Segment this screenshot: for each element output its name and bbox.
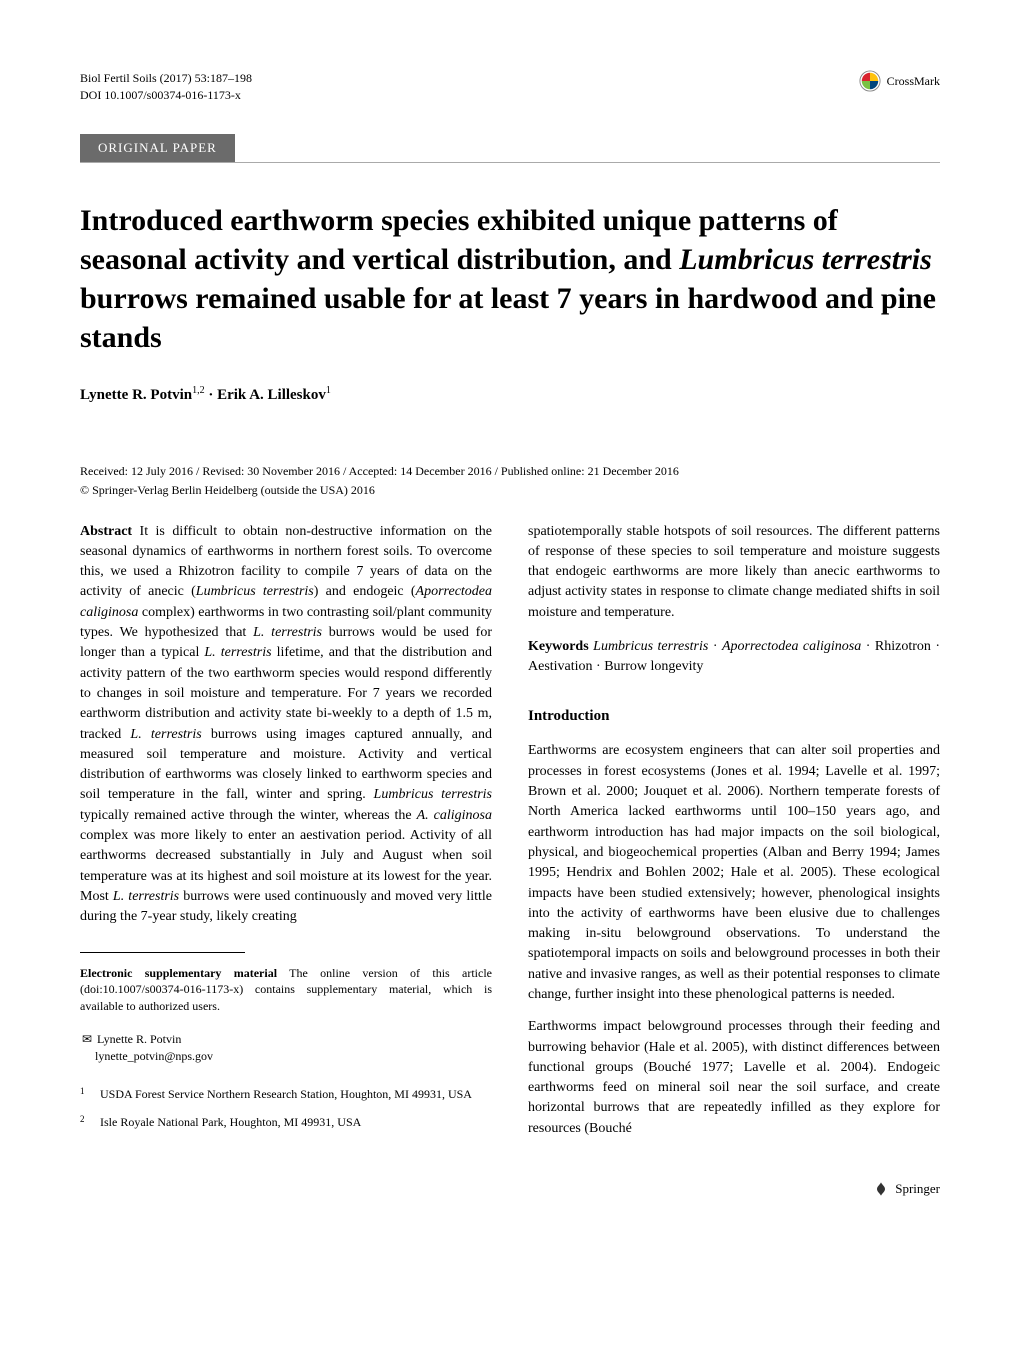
title-part3: burrows remained usable for at least 7 y… bbox=[80, 282, 936, 354]
supplementary-note: Electronic supplementary material The on… bbox=[80, 965, 492, 1015]
paper-type-row: ORIGINAL PAPER bbox=[80, 134, 940, 163]
affil-2-num: 2 bbox=[80, 1113, 90, 1131]
abstract-paragraph: Abstract It is difficult to obtain non-d… bbox=[80, 522, 492, 928]
author-1-affil: 1,2 bbox=[192, 385, 205, 396]
copyright-line: © Springer-Verlag Berlin Heidelberg (out… bbox=[80, 483, 940, 498]
doi-line: DOI 10.1007/s00374-016-1173-x bbox=[80, 87, 252, 104]
journal-citation: Biol Fertil Soils (2017) 53:187–198 bbox=[80, 70, 252, 87]
author-2: Erik A. Lilleskov bbox=[217, 387, 326, 403]
corr-email[interactable]: lynette_potvin@nps.gov bbox=[95, 1049, 213, 1063]
paper-title: Introduced earthworm species exhibited u… bbox=[80, 201, 940, 357]
right-column: spatiotemporally stable hotspots of soil… bbox=[528, 522, 940, 1141]
introduction-p2: Earthworms impact belowground processes … bbox=[528, 1017, 940, 1139]
authors-line: Lynette R. Potvin1,2 · Erik A. Lilleskov… bbox=[80, 385, 940, 404]
affil-1-text: USDA Forest Service Northern Research St… bbox=[100, 1085, 472, 1103]
corr-name: Lynette R. Potvin bbox=[97, 1032, 181, 1046]
keywords-block: Keywords Lumbricus terrestris · Aporrect… bbox=[528, 637, 940, 678]
supp-label: Electronic supplementary material bbox=[80, 966, 277, 980]
author-sep: · bbox=[205, 387, 218, 403]
kw-sep2: · bbox=[861, 639, 875, 654]
abstract-i1: Lumbricus terrestris bbox=[196, 584, 314, 599]
crossmark-label: CrossMark bbox=[887, 74, 940, 89]
abstract-i6: Lumbricus terrestris bbox=[374, 787, 492, 802]
footnote-divider bbox=[80, 952, 245, 953]
abstract-i3: L. terrestris bbox=[253, 625, 322, 640]
introduction-p1: Earthworms are ecosystem engineers that … bbox=[528, 741, 940, 1005]
kw-2: Aporrectodea caliginosa bbox=[722, 639, 861, 654]
abstract-i4: L. terrestris bbox=[204, 645, 271, 660]
left-column-footer: Electronic supplementary material The on… bbox=[80, 952, 492, 1131]
left-column: Abstract It is difficult to obtain non-d… bbox=[80, 522, 492, 1141]
abstract-continuation: spatiotemporally stable hotspots of soil… bbox=[528, 522, 940, 623]
corresponding-author: ✉ Lynette R. Potvin lynette_potvin@nps.g… bbox=[80, 1031, 492, 1065]
kw-sep1: · bbox=[708, 639, 722, 654]
author-1: Lynette R. Potvin bbox=[80, 387, 192, 403]
author-2-affil: 1 bbox=[326, 385, 331, 396]
paper-type-badge: ORIGINAL PAPER bbox=[80, 134, 235, 162]
affil-2-text: Isle Royale National Park, Houghton, MI … bbox=[100, 1113, 361, 1131]
envelope-icon: ✉ bbox=[80, 1031, 94, 1048]
affiliation-2: 2 Isle Royale National Park, Houghton, M… bbox=[80, 1113, 492, 1131]
abstract-i5: L. terrestris bbox=[130, 727, 201, 742]
keywords-label: Keywords bbox=[528, 639, 589, 654]
abstract-i8: L. terrestris bbox=[113, 889, 179, 904]
abstract-t7: typically remained active through the wi… bbox=[80, 808, 417, 823]
abstract-i7: A. caliginosa bbox=[417, 808, 492, 823]
affiliation-1: 1 USDA Forest Service Northern Research … bbox=[80, 1085, 492, 1103]
crossmark-badge[interactable]: CrossMark bbox=[859, 70, 940, 92]
article-dates: Received: 12 July 2016 / Revised: 30 Nov… bbox=[80, 464, 940, 479]
crossmark-icon bbox=[859, 70, 881, 92]
page-footer: Springer bbox=[80, 1181, 940, 1197]
introduction-heading: Introduction bbox=[528, 706, 940, 728]
kw-1: Lumbricus terrestris bbox=[593, 639, 708, 654]
journal-info: Biol Fertil Soils (2017) 53:187–198 DOI … bbox=[80, 70, 252, 104]
springer-icon bbox=[873, 1181, 889, 1197]
main-columns: Abstract It is difficult to obtain non-d… bbox=[80, 522, 940, 1141]
affil-1-num: 1 bbox=[80, 1085, 90, 1103]
title-italic-species: Lumbricus terrestris bbox=[679, 243, 932, 276]
publisher-name: Springer bbox=[895, 1181, 940, 1197]
page-header: Biol Fertil Soils (2017) 53:187–198 DOI … bbox=[80, 70, 940, 104]
abstract-t2: ) and endogeic ( bbox=[314, 584, 416, 599]
abstract-label: Abstract bbox=[80, 524, 132, 539]
